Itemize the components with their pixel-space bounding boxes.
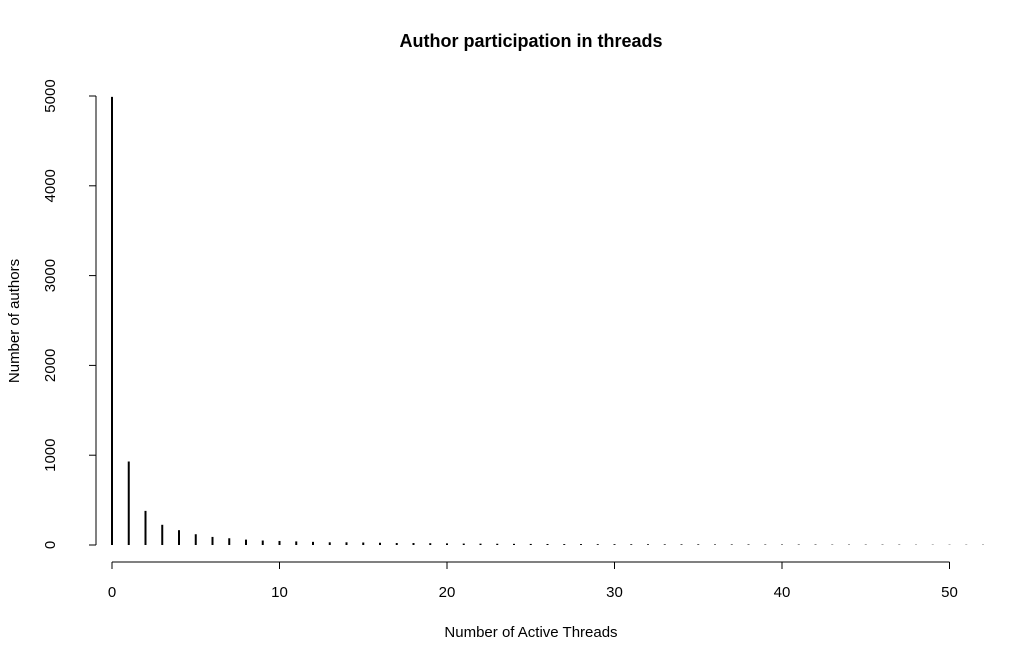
x-tick-label-10: 10 <box>271 584 288 601</box>
y-axis: 0 1000 2000 3000 4000 5000 <box>42 79 97 549</box>
x-tick-label-50: 50 <box>941 584 958 601</box>
x-axis-label: Number of Active Threads <box>444 624 617 641</box>
chart-title: Author participation in threads <box>399 31 662 51</box>
bars <box>111 96 984 545</box>
x-tick-label-40: 40 <box>774 584 791 601</box>
y-tick-label-0: 0 <box>42 541 59 549</box>
y-tick-label-1000: 1000 <box>42 439 59 472</box>
y-tick-label-5000: 5000 <box>42 79 59 112</box>
y-axis-label: Number of authors <box>6 259 23 383</box>
y-tick-label-3000: 3000 <box>42 259 59 292</box>
y-tick-label-2000: 2000 <box>42 349 59 382</box>
x-tick-label-30: 30 <box>606 584 623 601</box>
y-tick-label-4000: 4000 <box>42 169 59 202</box>
x-tick-label-0: 0 <box>108 584 116 601</box>
x-axis: 0 10 20 30 40 50 <box>108 561 958 601</box>
x-tick-label-20: 20 <box>439 584 456 601</box>
